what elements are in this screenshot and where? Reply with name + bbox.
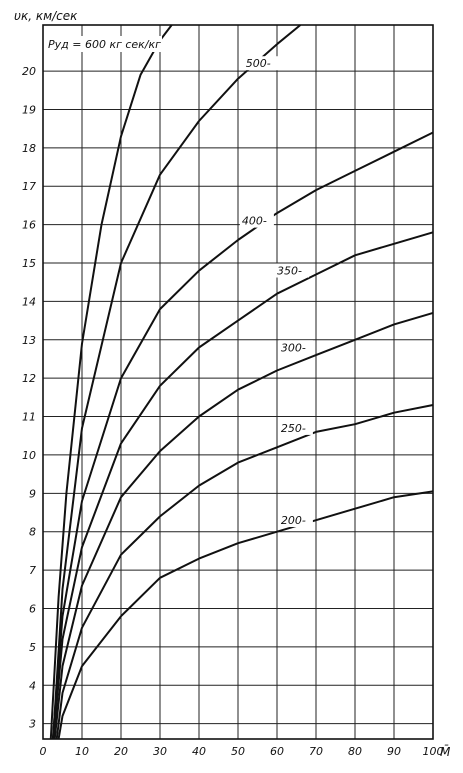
label-backing (278, 513, 313, 528)
y-tick-label: 12 (22, 372, 36, 385)
label-backing (278, 340, 313, 355)
y-tick-label: 6 (29, 602, 36, 615)
curve-label-200: 200- (281, 514, 306, 527)
label-backing (239, 213, 274, 228)
y-tick-label: 13 (22, 334, 36, 347)
curve-400 (51, 131, 434, 740)
x-tick-label: 50 (231, 745, 245, 758)
curve-350 (52, 231, 434, 740)
y-tick-label: 7 (29, 564, 36, 577)
y-tick-label: 9 (29, 487, 36, 500)
curve-label-500: 500- (246, 57, 271, 70)
curve-Pуд = 600 кг сек/кг (49, 24, 173, 740)
curve-500 (52, 24, 302, 740)
curve-label-Pуд = 600 кг сек/кг: Pуд = 600 кг сек/кг (48, 38, 161, 51)
x-tick-label: 40 (192, 745, 206, 758)
x-tick-label: 90 (387, 745, 401, 758)
curve-label-400: 400- (242, 215, 267, 228)
y-tick-label: 19 (22, 103, 36, 116)
x-tick-label: 0 (40, 745, 47, 758)
x-tick-label: 100 (423, 745, 444, 758)
x-tick-label: 30 (153, 745, 167, 758)
curve-label-300: 300- (281, 341, 306, 354)
x-tick-label: 60 (270, 745, 284, 758)
curves (49, 24, 434, 740)
x-tick-label: 70 (309, 745, 323, 758)
y-tick-label: 17 (22, 180, 36, 193)
tick-labels: 0 10 20 30 40 50 60 70 80 90 100 3 4 5 6 7 8 9 10 11 12 13 14 1… (22, 65, 444, 758)
curve-label-250: 250- (281, 422, 306, 435)
x-tick-label: 10 (75, 745, 89, 758)
y-axis-title: υк, км/сек (14, 9, 78, 23)
y-tick-label: 16 (22, 219, 36, 232)
label-backing (243, 56, 278, 71)
y-tick-label: 18 (22, 142, 36, 155)
curve-labels: Pуд = 600 кг сек/кг 500- 400- 350- 300- 250- 2… (44, 36, 313, 528)
axes (42, 24, 434, 740)
y-tick-label: 15 (22, 257, 36, 270)
x-axis-title: M̄ (440, 745, 451, 759)
curve-300 (53, 311, 434, 740)
label-backing (278, 420, 313, 435)
y-tick-label: 14 (22, 295, 36, 308)
curve-200 (57, 490, 434, 740)
curve-250 (55, 404, 434, 740)
label-backing (275, 263, 309, 278)
x-tick-label: 80 (348, 745, 362, 758)
label-backing (44, 36, 162, 52)
y-tick-label: 3 (29, 718, 36, 731)
plot-frame (42, 24, 434, 740)
x-tick-label: 20 (114, 745, 128, 758)
y-tick-label: 4 (29, 679, 36, 692)
y-tick-label: 11 (22, 411, 36, 424)
y-tick-label: 8 (29, 526, 36, 539)
y-tick-label: 5 (29, 641, 36, 654)
y-tick-label: 20 (22, 65, 36, 78)
curve-label-350: 350- (277, 265, 302, 278)
grid (42, 25, 434, 739)
y-tick-label: 10 (22, 449, 36, 462)
